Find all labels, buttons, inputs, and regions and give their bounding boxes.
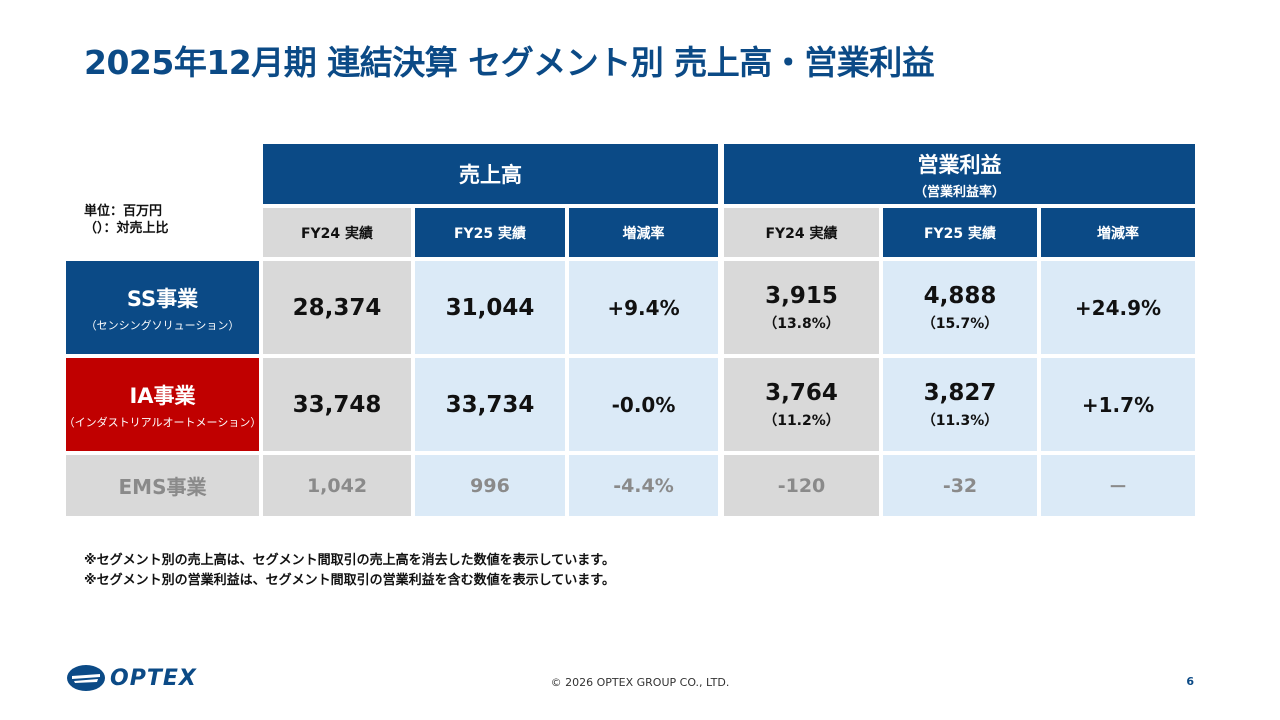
cell-value: 33,748 [292, 391, 382, 418]
segment-label-ems: EMS事業 [66, 455, 259, 516]
segment-subtitle: （インダストリアルオートメーション） [63, 415, 262, 429]
table-cell: 3,915 （13.8%） [724, 261, 879, 354]
column-header-sales-fy24: FY24 実績 [263, 208, 411, 257]
table-cell: 33,734 [415, 358, 565, 451]
unit-line-2: （）：対売上比 [84, 221, 169, 236]
cell-percent: （11.2%） [763, 412, 840, 429]
cell-value: -32 [942, 474, 978, 497]
table-cell: -0.0% [569, 358, 718, 451]
group-header-sales-label: 売上高 [459, 163, 522, 187]
page-number: 6 [1186, 675, 1194, 688]
company-logo: OPTEX [66, 664, 197, 692]
cell-percent: （11.3%） [921, 412, 999, 429]
segment-name: SS事業 [126, 286, 199, 311]
cell-value: +1.7% [1081, 392, 1155, 417]
table-cell: 28,374 [263, 261, 411, 354]
table-cell: 3,764 （11.2%） [724, 358, 879, 451]
segment-label-ia: IA事業 （インダストリアルオートメーション） [63, 358, 262, 451]
table-cell: 1,042 [263, 455, 411, 516]
footnote-sales: ※セグメント別の売上高は、セグメント間取引の売上高を消去した数値を表示しています… [84, 553, 615, 568]
copyright: © 2026 OPTEX GROUP CO., LTD. [550, 676, 730, 689]
table-cell: +9.4% [569, 261, 718, 354]
group-header-op: 営業利益 （営業利益率） [724, 144, 1195, 204]
table-cell: +24.9% [1041, 261, 1195, 354]
table-cell: 4,888 （15.7%） [883, 261, 1037, 354]
unit-line-1: 単位：百万円 [84, 204, 163, 219]
cell-value: 3,827 [923, 379, 997, 406]
cell-value: 31,044 [445, 294, 535, 321]
cell-value: 1,042 [306, 474, 368, 497]
cell-percent: （15.7%） [921, 315, 999, 332]
segment-name: IA事業 [129, 383, 196, 408]
group-header-op-sublabel: （営業利益率） [913, 184, 1005, 200]
segment-subtitle: （センシングソリューション） [85, 318, 240, 332]
table-cell: 31,044 [415, 261, 565, 354]
column-header-sales-fy25: FY25 実績 [415, 208, 565, 257]
group-header-op-label: 営業利益 [917, 152, 1002, 177]
logo-text: OPTEX [110, 665, 197, 691]
cell-value: 4,888 [923, 282, 997, 309]
column-header-sales-rate: 増減率 [569, 208, 718, 257]
cell-value: 33,734 [445, 391, 535, 418]
cell-value: -120 [777, 474, 826, 497]
cell-value: 996 [470, 474, 510, 497]
table-cell: 3,827 （11.3%） [883, 358, 1037, 451]
cell-value: -0.0% [611, 392, 676, 417]
cell-percent: （13.8%） [763, 315, 840, 332]
cell-value: 3,764 [765, 379, 838, 406]
table-cell: +1.7% [1041, 358, 1195, 451]
unit-note: 単位：百万円 （）：対売上比 [84, 203, 244, 237]
table-cell: -4.4% [569, 455, 718, 516]
cell-value: +9.4% [607, 295, 680, 320]
column-header-op-fy25: FY25 実績 [883, 208, 1037, 257]
column-header-op-rate: 増減率 [1041, 208, 1195, 257]
cell-value: -4.4% [613, 474, 674, 497]
table-cell: 996 [415, 455, 565, 516]
cell-value: +24.9% [1074, 295, 1162, 320]
logo-mark-icon [67, 665, 105, 691]
column-header-op-fy24: FY24 実績 [724, 208, 879, 257]
cell-value: 28,374 [292, 294, 382, 321]
table-cell: 33,748 [263, 358, 411, 451]
footnote-op: ※セグメント別の営業利益は、セグメント間取引の営業利益を含む数値を表示しています… [84, 573, 615, 588]
table-cell: － [1041, 455, 1195, 516]
cell-value: － [1108, 476, 1128, 498]
segment-name: EMS事業 [118, 475, 207, 499]
cell-value: 3,915 [765, 282, 838, 309]
page-title: 2025年12月期 連結決算 セグメント別 売上高・営業利益 [84, 43, 935, 82]
table-cell: -32 [883, 455, 1037, 516]
group-header-sales: 売上高 [263, 144, 718, 204]
table-cell: -120 [724, 455, 879, 516]
segment-label-ss: SS事業 （センシングソリューション） [66, 261, 259, 354]
